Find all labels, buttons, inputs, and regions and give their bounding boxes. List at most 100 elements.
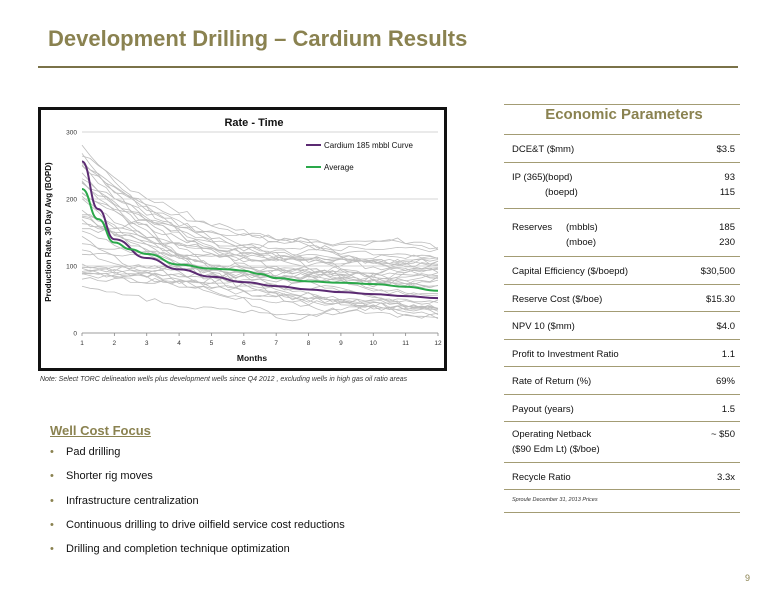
econ-row-sublabel: (mbbls)	[566, 222, 598, 233]
page-number: 9	[745, 573, 751, 583]
list-item-text: Continuous drilling to drive oilfield se…	[66, 518, 345, 531]
bullet-icon: •	[50, 518, 54, 531]
well-cost-focus-title: Well Cost Focus	[50, 423, 151, 438]
econ-row-divider	[504, 311, 740, 312]
list-item: • Shorter rig moves	[50, 470, 345, 494]
chart-well-curve	[81, 264, 439, 282]
econ-row-value: 3.3x	[717, 472, 735, 483]
econ-row-divider	[504, 366, 740, 367]
chart-well-curve	[81, 223, 439, 263]
econ-row-divider	[504, 134, 740, 135]
chart-y-tick-label: 100	[66, 264, 77, 271]
econ-row-value: ~ $50	[710, 429, 735, 440]
chart-x-tick-label: 3	[145, 340, 149, 347]
econ-row-value: 230	[719, 237, 735, 248]
econ-row-sublabel: (mboe)	[566, 237, 597, 248]
list-item: • Drilling and completion technique optim…	[50, 543, 345, 567]
econ-row-value: 1.5	[721, 404, 735, 415]
econ-row-divider	[504, 284, 740, 285]
econ-row-divider	[504, 339, 740, 340]
econ-row-label: Operating Netback	[512, 429, 592, 440]
chart-well-curve	[81, 219, 439, 266]
chart-gridlines	[82, 131, 438, 334]
econ-row-label: ($90 Edm Lt) ($/boe)	[512, 444, 600, 455]
econ-row-value: $4.0	[716, 321, 736, 332]
econ-row-value: 93	[724, 172, 735, 183]
chart-well-curve	[81, 249, 438, 322]
chart-note: Note: Select TORC delineation wells plus…	[40, 376, 408, 383]
econ-row-sublabel: (boepd)	[545, 187, 578, 198]
econ-row-value: $15.30	[705, 294, 735, 305]
chart-legend: Cardium 185 mbbl Curve Average	[306, 141, 413, 172]
econ-row-divider	[504, 162, 740, 163]
econ-row-label: Payout (years)	[512, 404, 574, 415]
chart-x-tick-label: 4	[177, 340, 181, 347]
econ-row-value: 1.1	[721, 349, 735, 360]
chart-well-curve	[81, 269, 439, 309]
title-divider	[38, 66, 738, 68]
econ-row-label: Profit to Investment Ratio	[512, 349, 619, 360]
econ-row-label: Recycle Ratio	[512, 472, 571, 483]
chart-x-tick-label: 12	[434, 340, 442, 347]
econ-row-value: 185	[719, 222, 735, 233]
list-item-text: Shorter rig moves	[66, 470, 153, 483]
chart-y-tick-label: 200	[66, 197, 77, 204]
chart-x-tick-label: 6	[242, 340, 246, 347]
econ-row-divider	[504, 208, 740, 209]
chart-well-curve	[81, 153, 439, 315]
econ-row-value: 115	[719, 187, 735, 198]
econ-row-value: $30,500	[700, 266, 735, 277]
econ-row-value: 69%	[715, 376, 735, 387]
econ-row-divider	[504, 256, 740, 257]
chart-x-tick-label: 1	[80, 340, 84, 347]
chart-well-curve	[82, 219, 439, 253]
chart-well-curve	[81, 162, 439, 282]
chart-title: Rate - Time	[224, 117, 283, 129]
econ-row-value: $3.5	[716, 144, 736, 155]
chart-well-curve	[81, 260, 439, 280]
chart-series	[81, 160, 439, 300]
legend-label: Cardium 185 mbbl Curve	[324, 141, 413, 150]
econ-row-label: IP (365)	[512, 172, 546, 183]
chart-well-curve	[81, 165, 439, 250]
chart-y-axis-label: Production Rate, 30 Day Avg (BOPD)	[44, 162, 53, 302]
chart-x-tick-label: 9	[339, 340, 343, 347]
econ-row-label: Reserve Cost ($/boe)	[512, 294, 603, 305]
econ-row-divider	[504, 489, 740, 490]
chart-well-curve	[81, 172, 439, 309]
chart-well-curve	[81, 155, 439, 271]
chart-well-curve	[81, 144, 439, 303]
rate-time-chart: 0 100 200 300 1 2 3 4 5 6 7 8 9 10 11 12 Rate - Time Mo…	[38, 107, 447, 371]
list-item-text: Infrastructure centralization	[66, 494, 199, 507]
chart-x-tick-label: 8	[307, 340, 311, 347]
econ-row-label: Capital Efficiency ($/boepd)	[512, 266, 628, 277]
list-item: • Pad drilling	[50, 446, 345, 470]
econ-row-label: Rate of Return (%)	[512, 376, 592, 387]
list-item-text: Pad drilling	[66, 446, 121, 458]
legend-label: Average	[324, 163, 354, 172]
econ-row-divider	[504, 462, 740, 463]
chart-well-curve	[81, 285, 439, 318]
econ-row-label: DCE&T ($mm)	[512, 144, 575, 155]
chart-y-tick-label: 300	[66, 130, 77, 137]
chart-well-curve	[81, 181, 439, 286]
series-line-average	[81, 187, 439, 292]
chart-well-curve	[81, 192, 439, 281]
list-item: • Continuous drilling to drive oilfield s…	[50, 519, 345, 543]
chart-x-tick-label: 7	[274, 340, 278, 347]
series-line-cardium-curve	[81, 160, 439, 300]
chart-well-curve	[81, 164, 439, 289]
econ-row-divider	[504, 394, 740, 395]
econ-row-divider	[504, 421, 740, 422]
econ-source-note: Sproule December 31, 2013 Prices	[512, 497, 598, 503]
chart-well-curve	[81, 268, 439, 287]
chart-x-tick-label: 11	[402, 340, 409, 347]
econ-row-divider	[504, 512, 740, 513]
chart-x-tick-label: 2	[113, 340, 117, 347]
list-item-text: Drilling and completion technique optimi…	[66, 543, 290, 556]
bullet-icon: •	[50, 543, 54, 556]
chart-x-axis-label: Months	[237, 353, 267, 363]
bullet-icon: •	[50, 494, 54, 507]
